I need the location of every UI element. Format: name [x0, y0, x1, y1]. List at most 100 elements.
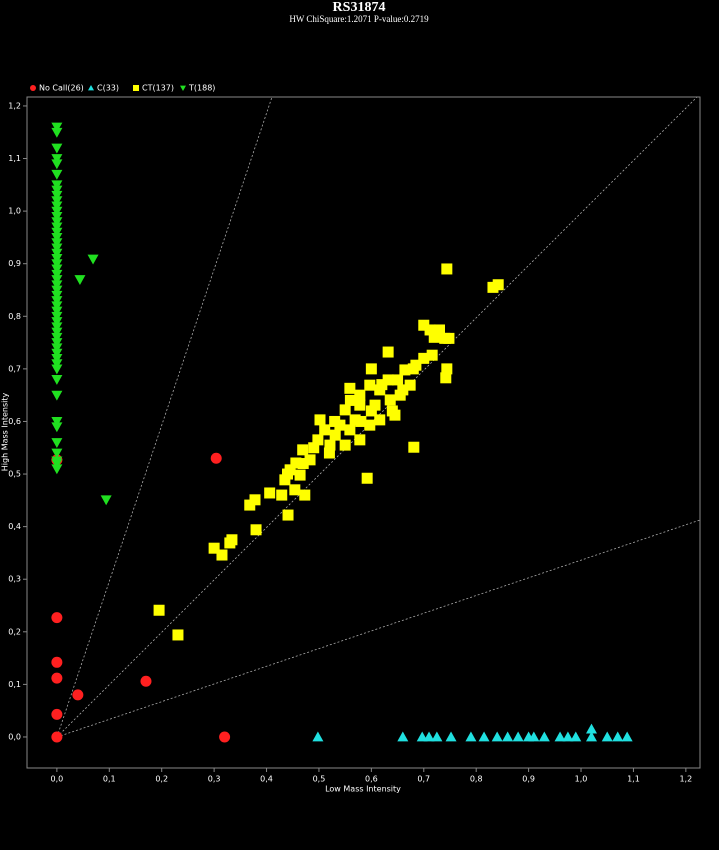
point: [344, 394, 356, 406]
point: [554, 731, 566, 742]
point: [374, 414, 386, 426]
point: [404, 379, 416, 391]
legend-marker: [133, 85, 139, 91]
point: [382, 346, 394, 358]
point: [51, 301, 63, 312]
point: [51, 417, 63, 427]
point: [562, 731, 574, 742]
point: [51, 612, 63, 624]
legend-label: No Call(26): [39, 84, 84, 93]
point: [51, 332, 63, 343]
point: [216, 549, 228, 561]
point: [299, 489, 311, 501]
legend-label: T(188): [188, 84, 215, 93]
y-tick-label: 0,8: [8, 312, 21, 321]
point: [392, 374, 404, 386]
x-tick-label: 1,2: [679, 775, 692, 784]
point: [312, 434, 324, 446]
point: [344, 424, 356, 436]
point: [74, 275, 86, 285]
point: [276, 489, 288, 501]
cluster-line: [56, 519, 701, 738]
point: [172, 629, 184, 641]
point: [210, 452, 222, 464]
point: [329, 415, 341, 427]
point: [339, 404, 351, 416]
point: [51, 222, 63, 233]
point: [408, 441, 420, 453]
point: [621, 731, 633, 742]
point: [492, 279, 504, 291]
point: [528, 731, 540, 742]
x-tick-label: 0,8: [470, 775, 483, 784]
point: [51, 254, 63, 264]
y-tick-label: 0,0: [8, 732, 21, 741]
point: [319, 424, 331, 436]
point: [51, 180, 63, 191]
point: [250, 524, 262, 536]
point: [297, 444, 309, 456]
legend-label: C(33): [97, 84, 119, 93]
point: [51, 196, 63, 207]
point: [601, 731, 613, 742]
point: [281, 468, 293, 480]
y-tick-label: 0,1: [8, 680, 21, 689]
point: [51, 211, 63, 222]
legend-marker: [180, 85, 186, 91]
point: [434, 324, 446, 336]
point: [51, 269, 63, 280]
x-tick-label: 1,1: [627, 775, 640, 784]
y-tick-label: 0,6: [8, 417, 21, 426]
point: [424, 324, 436, 336]
point: [354, 434, 366, 446]
point: [51, 264, 63, 275]
x-tick-label: 0,1: [103, 775, 116, 784]
point: [502, 731, 514, 742]
point: [399, 364, 411, 376]
point: [72, 689, 84, 701]
x-axis-label: Low Mass Intensity: [325, 785, 401, 794]
point: [290, 457, 302, 469]
point: [226, 534, 238, 546]
point: [51, 306, 63, 317]
legend-marker: [88, 85, 94, 91]
point: [51, 243, 63, 254]
x-tick-label: 0,3: [208, 775, 221, 784]
x-tick-label: 0,5: [313, 775, 326, 784]
point: [426, 349, 438, 361]
point: [51, 290, 63, 301]
point: [51, 438, 63, 448]
y-axis-label: High Mass Intensity: [1, 393, 10, 472]
point: [51, 248, 63, 259]
point: [354, 399, 366, 411]
point: [51, 280, 63, 291]
point: [51, 317, 63, 328]
point: [51, 364, 63, 375]
point: [51, 217, 63, 228]
point: [478, 731, 490, 742]
point: [51, 338, 63, 349]
point: [364, 379, 376, 391]
point: [304, 454, 316, 466]
point: [386, 405, 398, 417]
point: [51, 238, 63, 249]
point: [512, 731, 524, 742]
point: [312, 731, 324, 742]
point: [344, 382, 356, 394]
point: [407, 363, 419, 375]
y-tick-label: 0,3: [8, 575, 21, 584]
point: [51, 708, 63, 720]
point: [365, 405, 377, 417]
point: [361, 472, 373, 484]
point: [324, 439, 336, 451]
y-tick-label: 0,2: [8, 627, 21, 636]
legend-marker: [30, 85, 36, 91]
point: [308, 442, 320, 454]
point: [51, 159, 63, 170]
y-tick-label: 1,0: [8, 207, 21, 216]
point: [418, 352, 430, 364]
point: [51, 348, 63, 359]
point: [51, 296, 63, 307]
point: [423, 731, 435, 742]
point: [538, 731, 550, 742]
